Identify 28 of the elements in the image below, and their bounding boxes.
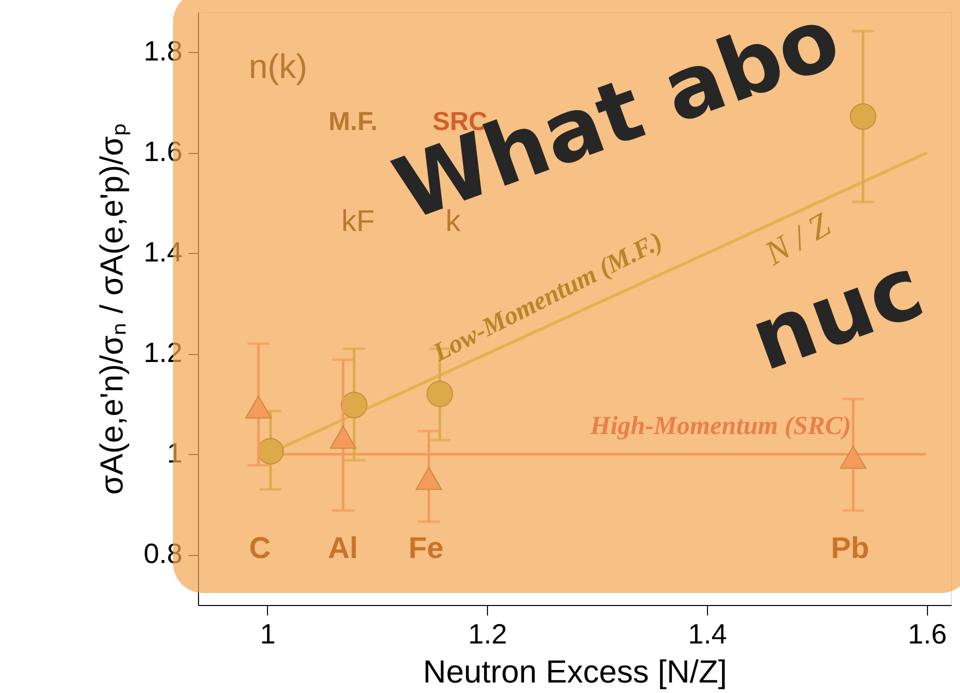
y-tick-label: 1.8 — [144, 36, 182, 67]
x-tick-label: 1 — [260, 618, 276, 650]
ref-line-label: High-Momentum (SRC) — [589, 411, 851, 440]
point — [850, 103, 876, 130]
annotation: n(k) — [248, 48, 308, 86]
x-tick-label: 1.2 — [468, 618, 508, 650]
annotation: Pb — [830, 532, 870, 565]
y-tick-label: 0.8 — [144, 538, 182, 570]
annotation: N / Z — [758, 206, 838, 274]
point — [257, 438, 284, 464]
point — [330, 426, 356, 449]
x-tick-label: 1.6 — [908, 618, 947, 650]
annotation: C — [249, 532, 271, 565]
point — [426, 380, 454, 408]
x-axis-title: Neutron Excess [N/Z] — [422, 654, 728, 690]
point — [340, 392, 368, 418]
x-tick-label: 1.4 — [688, 618, 727, 650]
y-tick-label: 1.2 — [144, 337, 182, 368]
y-tick-label: 1.6 — [144, 136, 182, 168]
annotation: Fe — [408, 532, 444, 565]
annotation: M.F. — [328, 106, 378, 136]
point — [245, 395, 272, 419]
annotation: Al — [328, 532, 358, 565]
y-axis-title: σA(e,e'n)/σₙ / σA(e,e'p)/σₚ — [94, 123, 131, 495]
annotation: kF — [341, 205, 375, 238]
y-tick-label: 1.4 — [144, 236, 182, 268]
point — [416, 466, 442, 490]
point — [840, 446, 866, 469]
